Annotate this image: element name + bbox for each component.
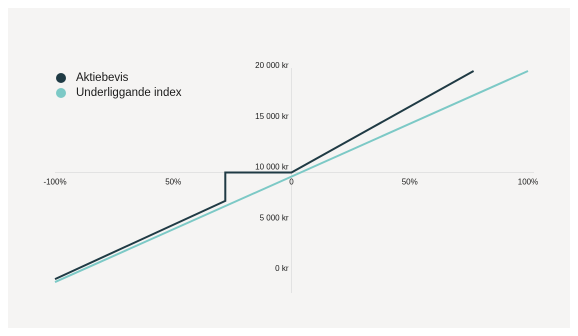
chart-svg: -100% 50% 0 50% 100% 0 kr 5 000 kr 10 000 kr 15 …: [43, 61, 538, 293]
x-tick-label: 0: [289, 178, 294, 187]
series-line-aktiebevis: [54, 70, 475, 281]
x-tick-label: 100%: [518, 178, 538, 187]
x-tick-label: 50%: [165, 178, 181, 187]
legend-item-index: Underliggande index: [56, 85, 182, 100]
legend: Aktiebevis Underliggande index: [56, 70, 182, 100]
y-tick-label: 5 000 kr: [260, 213, 289, 222]
y-tick-label: 20 000 kr: [255, 61, 289, 70]
x-tick-label: -100%: [43, 178, 66, 187]
chart-panel: -100% 50% 0 50% 100% 0 kr 5 000 kr 10 000 kr 15 …: [8, 8, 570, 328]
legend-item-aktiebevis: Aktiebevis: [56, 70, 182, 85]
series-line-index: [54, 70, 529, 284]
x-tick-label: 50%: [402, 178, 418, 187]
legend-dot-aktiebevis: [56, 72, 66, 83]
y-tick-label: 15 000 kr: [255, 112, 289, 121]
y-tick-label: 10 000 kr: [255, 163, 289, 172]
y-tick-label: 0 kr: [275, 264, 289, 273]
legend-label-aktiebevis: Aktiebevis: [76, 71, 129, 84]
legend-label-index: Underliggande index: [76, 86, 182, 99]
legend-dot-index: [56, 87, 66, 98]
